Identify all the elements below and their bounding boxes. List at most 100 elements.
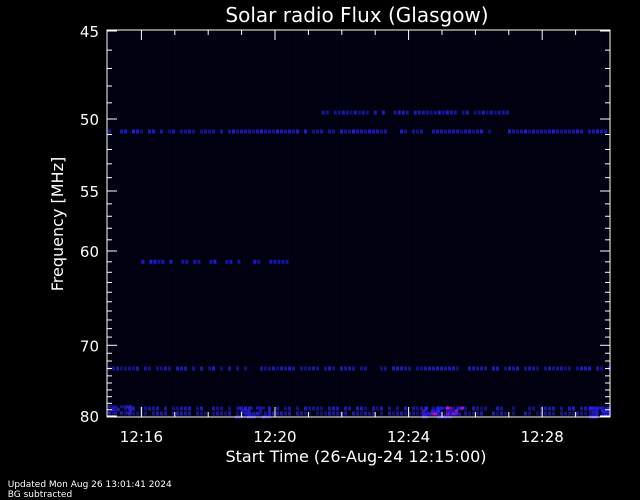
emission-band-cell <box>288 406 291 411</box>
noise-column <box>306 31 308 416</box>
emission-patch-cell <box>243 406 247 410</box>
emission-band-cell <box>393 110 397 115</box>
emission-patch-cell <box>252 412 256 416</box>
emission-band-cell <box>416 411 419 416</box>
emission-band-cell <box>192 129 195 134</box>
emission-band-cell <box>320 129 323 134</box>
emission-band-cell <box>388 411 391 416</box>
emission-band-cell <box>320 411 323 416</box>
emission-band-cell <box>200 406 203 411</box>
emission-band-cell <box>412 129 415 134</box>
emission-patch-cell <box>449 409 452 413</box>
noise-column <box>522 31 524 416</box>
emission-band-cell <box>144 411 147 416</box>
emission-patch-cell <box>243 412 247 416</box>
noise-column <box>396 31 398 416</box>
emission-patch-cell <box>595 412 598 416</box>
spectrogram-chart: Solar radio Flux (Glasgow) 455055607080 … <box>48 3 611 466</box>
emission-band-cell <box>501 110 505 115</box>
emission-patch-cell <box>255 412 259 416</box>
noise-column <box>270 31 272 416</box>
emission-band-cell <box>285 259 289 264</box>
emission-band-cell <box>296 411 299 416</box>
noise-column <box>399 31 401 416</box>
emission-band-cell <box>328 406 331 411</box>
noise-column <box>183 31 185 416</box>
noise-column <box>267 31 269 416</box>
emission-band-cell <box>216 411 219 416</box>
noise-column <box>144 31 146 416</box>
emission-band-cell <box>476 129 479 134</box>
emission-band-cell <box>364 406 367 411</box>
emission-band-cell <box>468 129 471 134</box>
emission-band-cell <box>568 406 571 411</box>
emission-band-cell <box>372 406 375 411</box>
emission-band-cell <box>572 411 575 416</box>
noise-column <box>333 31 335 416</box>
footer-note: BG subtracted <box>7 490 73 500</box>
emission-band-cell <box>220 411 223 416</box>
emission-patch-cell <box>431 409 434 413</box>
y-tick-label: 50 <box>80 111 99 129</box>
emission-band-cell <box>260 366 263 371</box>
noise-column <box>273 31 275 416</box>
emission-band-cell <box>176 411 179 416</box>
emission-band-cell <box>497 110 501 115</box>
emission-band-cell <box>236 129 239 134</box>
noise-column <box>459 31 461 416</box>
emission-patch-cell <box>455 409 458 413</box>
emission-band-cell <box>292 366 295 371</box>
noise-column <box>390 31 392 416</box>
noise-column <box>495 31 497 416</box>
emission-band-cell <box>560 129 563 134</box>
emission-band-cell <box>169 259 173 264</box>
emission-band-cell <box>276 411 279 416</box>
emission-band-cell <box>352 411 355 416</box>
emission-band-cell <box>120 129 123 134</box>
emission-band-cell <box>576 366 579 371</box>
emission-patch-cell <box>604 409 607 413</box>
noise-column <box>408 31 410 416</box>
emission-band-cell <box>452 129 455 134</box>
noise-column <box>573 31 575 416</box>
emission-band-cell <box>236 406 239 411</box>
noise-column <box>558 31 560 416</box>
noise-column <box>417 31 419 416</box>
emission-band-cell <box>244 366 247 371</box>
emission-band-cell <box>352 129 355 134</box>
noise-column <box>489 31 491 416</box>
emission-band-cell <box>185 259 189 264</box>
emission-band-cell <box>396 406 399 411</box>
emission-patch-cell <box>452 406 455 410</box>
emission-band-cell <box>348 366 351 371</box>
emission-band-cell <box>140 129 143 134</box>
emission-band-cell <box>484 366 487 371</box>
noise-column <box>279 31 281 416</box>
emission-band-cell <box>492 366 495 371</box>
emission-band-cell <box>152 406 155 411</box>
emission-band-cell <box>348 406 351 411</box>
noise-column <box>465 31 467 416</box>
noise-column <box>300 31 302 416</box>
emission-band-cell <box>168 129 171 134</box>
emission-band-cell <box>276 366 279 371</box>
emission-band-cell <box>212 366 215 371</box>
emission-band-cell <box>128 366 131 371</box>
emission-band-cell <box>184 406 187 411</box>
emission-band-cell <box>444 129 447 134</box>
emission-band-cell <box>360 129 363 134</box>
emission-band-cell <box>432 129 435 134</box>
emission-band-cell <box>524 366 527 371</box>
emission-band-cell <box>576 129 579 134</box>
noise-column <box>135 31 137 416</box>
emission-band-cell <box>544 411 547 416</box>
noise-column <box>294 31 296 416</box>
emission-band-cell <box>328 366 331 371</box>
emission-band-cell <box>504 411 507 416</box>
noise-column <box>198 31 200 416</box>
noise-column <box>534 31 536 416</box>
emission-band-cell <box>341 110 345 115</box>
emission-band-cell <box>292 129 295 134</box>
noise-column <box>528 31 530 416</box>
emission-band-cell <box>353 110 357 115</box>
